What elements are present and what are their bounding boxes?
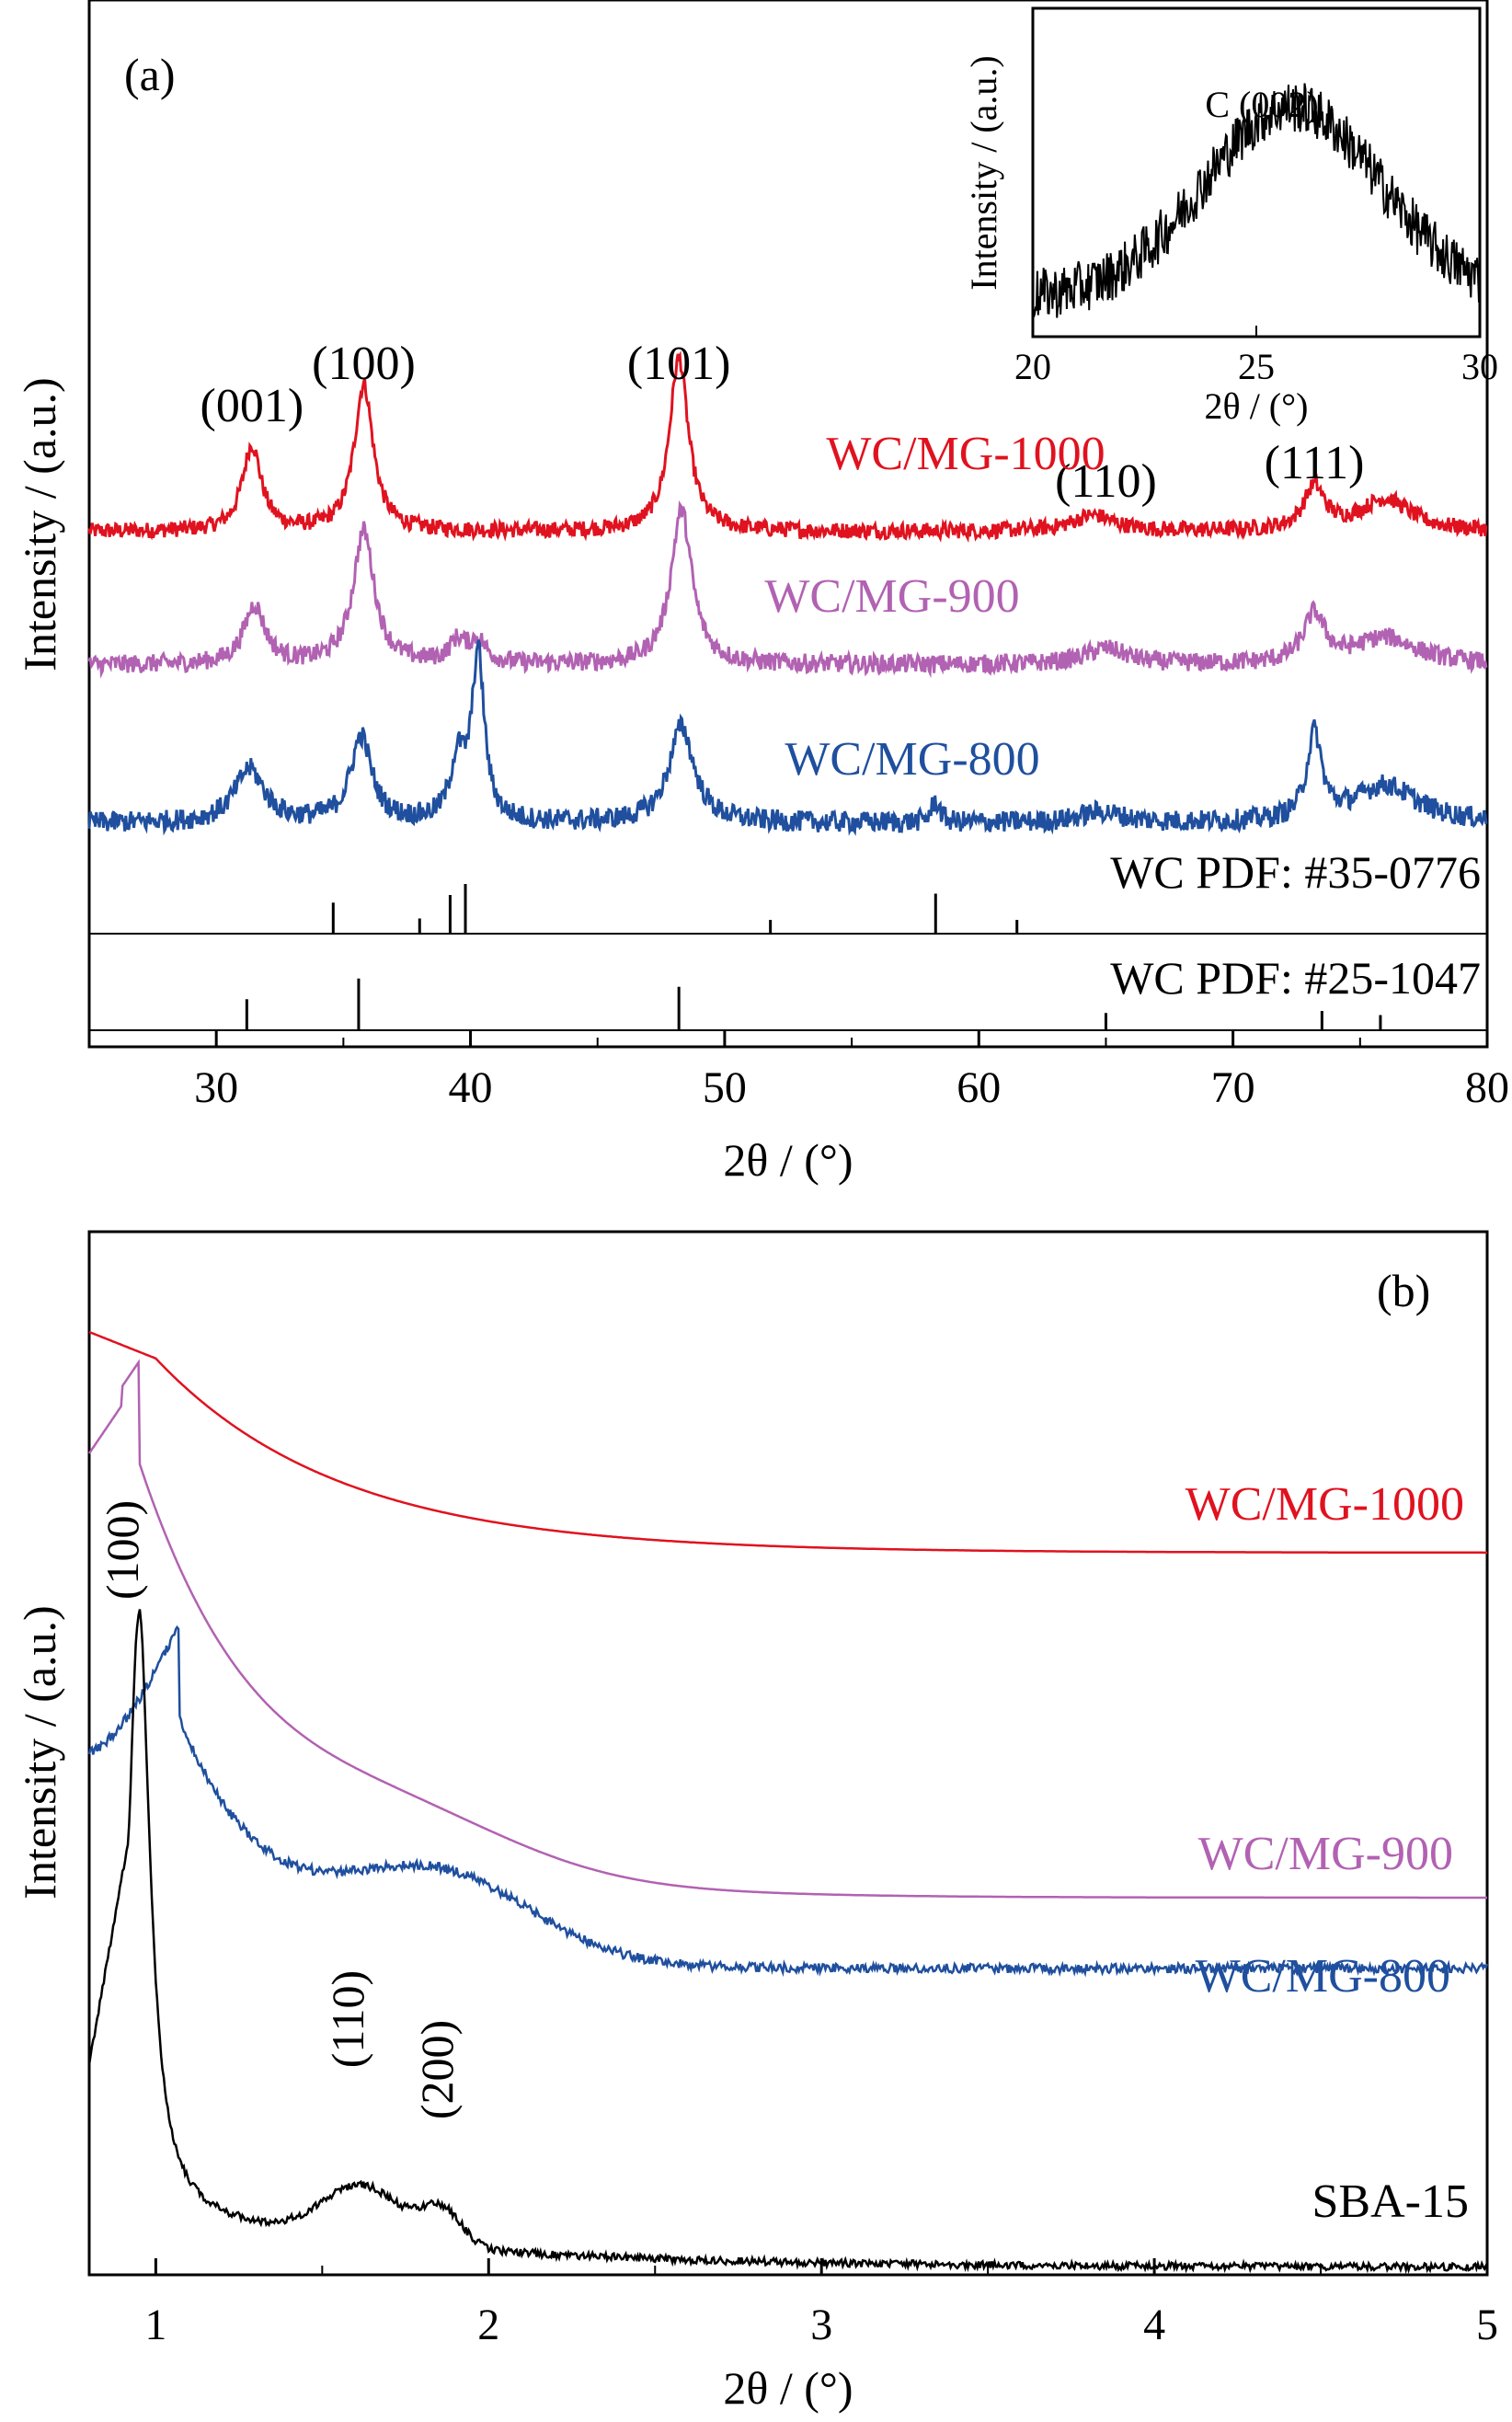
peak-label-100: (100) (312, 338, 416, 390)
series-wc-mg-1000-line (87, 350, 1488, 544)
peak-label-101: (101) (627, 338, 731, 390)
panel-a-x-axis-label: 2θ / (°) (723, 1134, 853, 1186)
inset-x-tick-label: 30 (1461, 346, 1498, 387)
panel-a-peak-labels: (001)(100) (101) (110) (111) (200, 338, 1365, 508)
panel-b-x-axis-label: 2θ / (°) (723, 2362, 853, 2414)
panel-b-series-wc-mg-1000-line (88, 1330, 1487, 1555)
inset-y-axis-label: Intensity / (a.u.) (963, 55, 1004, 291)
inset: Intensity / (a.u.) 2θ / (°) C (002) 20 25… (963, 6, 1498, 427)
panel-a-series (87, 350, 1488, 836)
panel-b-x-ticks: 1 2 3 4 5 (144, 2258, 1498, 2349)
panel-a: (a) Intensity / (a.u.) 2θ / (°) 30 40 50 60… (14, 0, 1509, 1186)
panel-a-x-tick-label: 30 (194, 1063, 238, 1112)
panel-b-frame (87, 1230, 1489, 2277)
panel-b-series-label-sba-15: SBA-15 (1312, 2175, 1469, 2228)
panel-a-x-tick-label: 70 (1211, 1063, 1255, 1112)
panel-a-x-tick-label: 60 (956, 1063, 1001, 1112)
series-wc-mg-800-line (87, 639, 1488, 836)
panel-b-y-axis-label: Intensity / (a.u.) (14, 1605, 65, 1899)
panel-a-x-tick-label: 40 (449, 1063, 493, 1112)
panel-b-series-label-wc-mg-800: WC/MG-800 (1196, 1950, 1450, 2003)
series-label-wc-mg-900: WC/MG-900 (764, 570, 1019, 623)
inset-series (1032, 83, 1481, 318)
panel-b-peak-labels: (100) (110) (200) (97, 1500, 463, 2119)
panel-b-x-tick-label: 4 (1143, 2301, 1165, 2349)
inset-c002-line (1032, 83, 1481, 318)
series-label-wc-mg-800: WC/MG-800 (785, 733, 1039, 786)
panel-b-series-wc-mg-800-line (87, 1624, 1489, 1978)
panel-b-label: (b) (1377, 1265, 1430, 1316)
panel-b: (b) Intensity / (a.u.) 2θ / (°) 1 2 3 4 5 (1… (14, 1230, 1498, 2414)
reference-pattern-2-label: WC PDF: #25-1047 (1110, 952, 1481, 1004)
panel-b-series-wc-mg-900-line (87, 1359, 1487, 1900)
series-label-wc-mg-1000: WC/MG-1000 (826, 428, 1105, 480)
panel-b-x-tick-label: 1 (144, 2301, 166, 2349)
panel-b-x-tick-label: 2 (477, 2301, 499, 2349)
panel-b-series (87, 1330, 1489, 2275)
panel-b-series-label-wc-mg-900: WC/MG-900 (1198, 1828, 1453, 1880)
panel-a-x-tick-label: 80 (1465, 1063, 1509, 1112)
panel-b-x-tick-label: 5 (1476, 2301, 1498, 2349)
panel-a-y-axis-label: Intensity / (a.u.) (14, 377, 65, 671)
panel-a-frame (87, 0, 1489, 1049)
panel-b-peak-label-100: (100) (97, 1500, 148, 1600)
panel-b-x-tick-label: 3 (810, 2301, 832, 2349)
panel-a-x-tick-label: 50 (703, 1063, 747, 1112)
peak-label-111: (111) (1265, 437, 1365, 489)
panel-b-peak-label-110: (110) (322, 1970, 373, 2068)
inset-x-tick-label: 20 (1014, 346, 1051, 387)
panel-a-x-ticks: 30 40 50 60 70 80 (88, 1030, 1509, 1112)
panel-a-reference-patterns (245, 884, 1382, 1030)
series-wc-mg-900-line (87, 500, 1488, 679)
panel-b-peak-label-200: (200) (411, 2020, 463, 2119)
reference-pattern-1-label: WC PDF: #35-0776 (1110, 846, 1481, 898)
inset-x-axis-label: 2θ / (°) (1205, 385, 1309, 427)
peak-label-110: (110) (1055, 455, 1157, 508)
inset-x-ticks: 20 25 30 (1014, 326, 1498, 387)
panel-b-series-label-wc-mg-1000: WC/MG-1000 (1186, 1478, 1464, 1531)
peak-label-001: (001) (200, 380, 304, 432)
panel-b-series-sba-15-line (87, 1609, 1489, 2275)
panel-a-label: (a) (124, 49, 176, 100)
inset-x-tick-label: 25 (1238, 346, 1275, 387)
